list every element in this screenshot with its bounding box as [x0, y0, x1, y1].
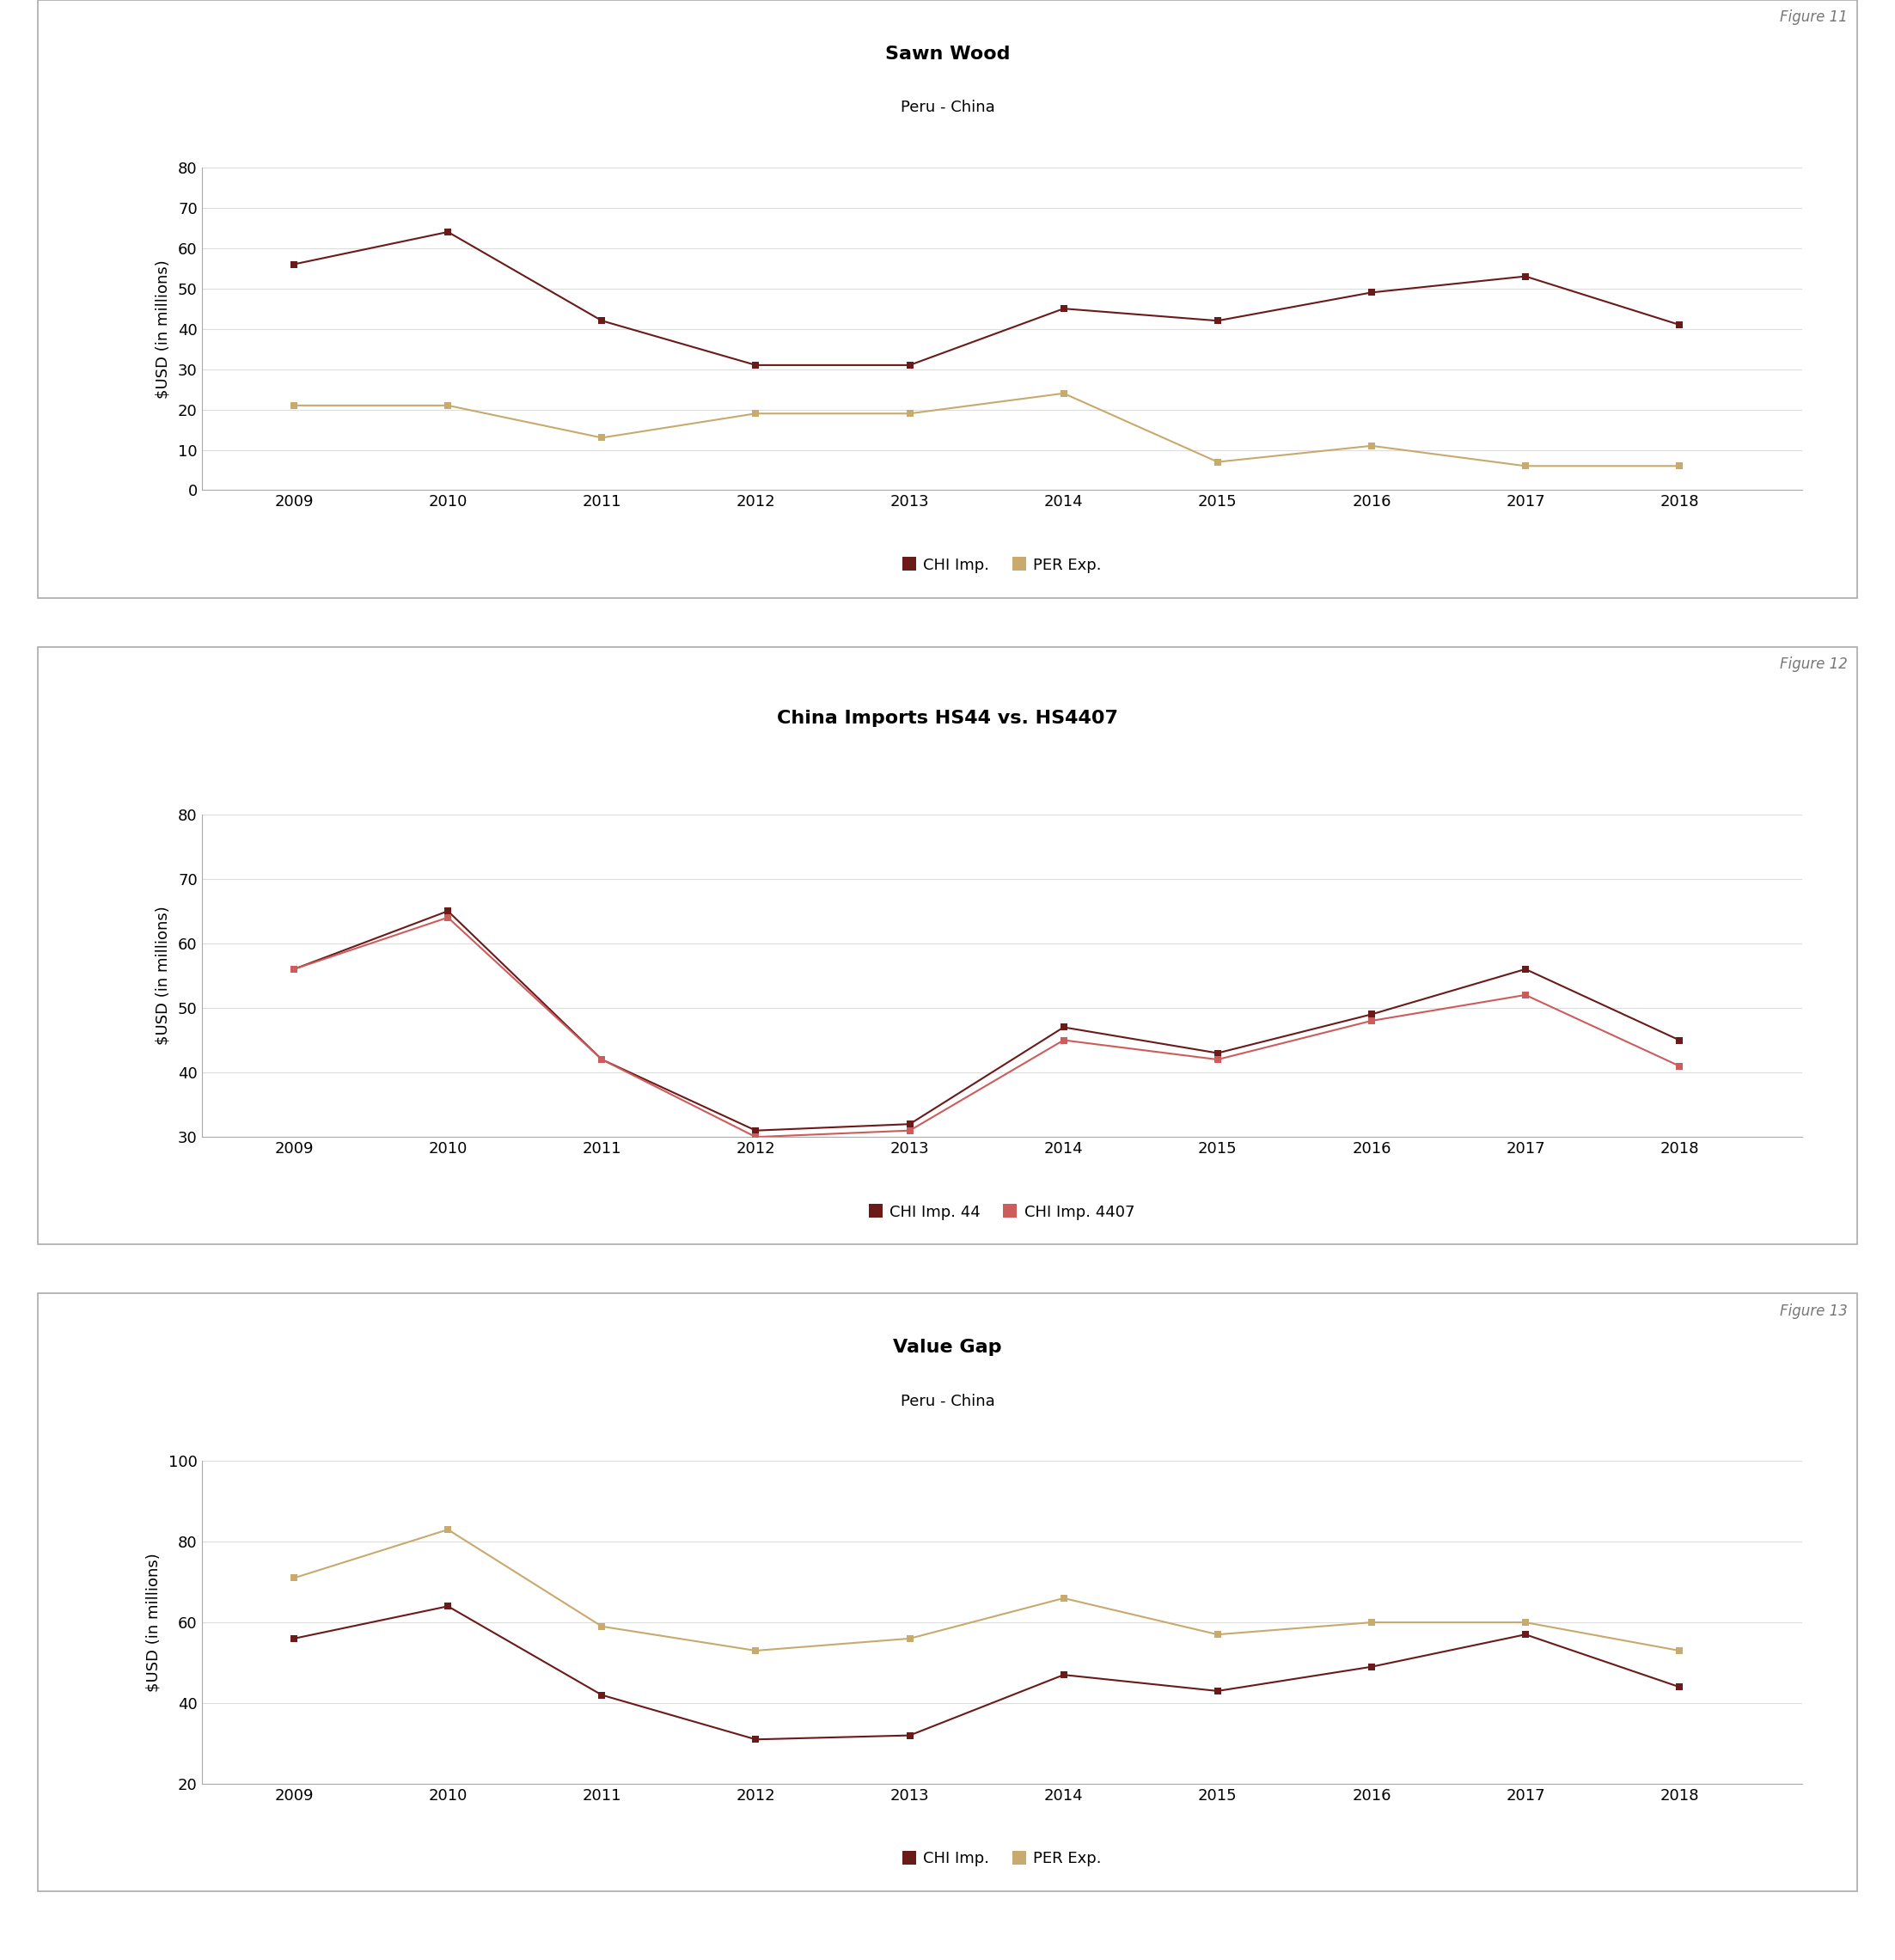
- Text: Sawn Wood: Sawn Wood: [885, 45, 1010, 63]
- Legend: CHI Imp., PER Exp.: CHI Imp., PER Exp.: [896, 1844, 1107, 1874]
- Text: Peru - China: Peru - China: [900, 1394, 995, 1409]
- Text: Peru - China: Peru - China: [900, 100, 995, 116]
- Text: Value Gap: Value Gap: [893, 1339, 1002, 1356]
- Text: Figure 11: Figure 11: [1779, 10, 1848, 25]
- Text: China Imports HS44 vs. HS4407: China Imports HS44 vs. HS4407: [777, 710, 1118, 727]
- Y-axis label: $USD (in millions): $USD (in millions): [155, 259, 171, 398]
- Y-axis label: $USD (in millions): $USD (in millions): [146, 1552, 161, 1691]
- Legend: CHI Imp., PER Exp.: CHI Imp., PER Exp.: [896, 551, 1107, 580]
- Text: Figure 13: Figure 13: [1779, 1303, 1848, 1319]
- Legend: CHI Imp. 44, CHI Imp. 4407: CHI Imp. 44, CHI Imp. 4407: [864, 1198, 1141, 1227]
- Text: Figure 12: Figure 12: [1779, 657, 1848, 672]
- Y-axis label: $USD (in millions): $USD (in millions): [155, 906, 171, 1045]
